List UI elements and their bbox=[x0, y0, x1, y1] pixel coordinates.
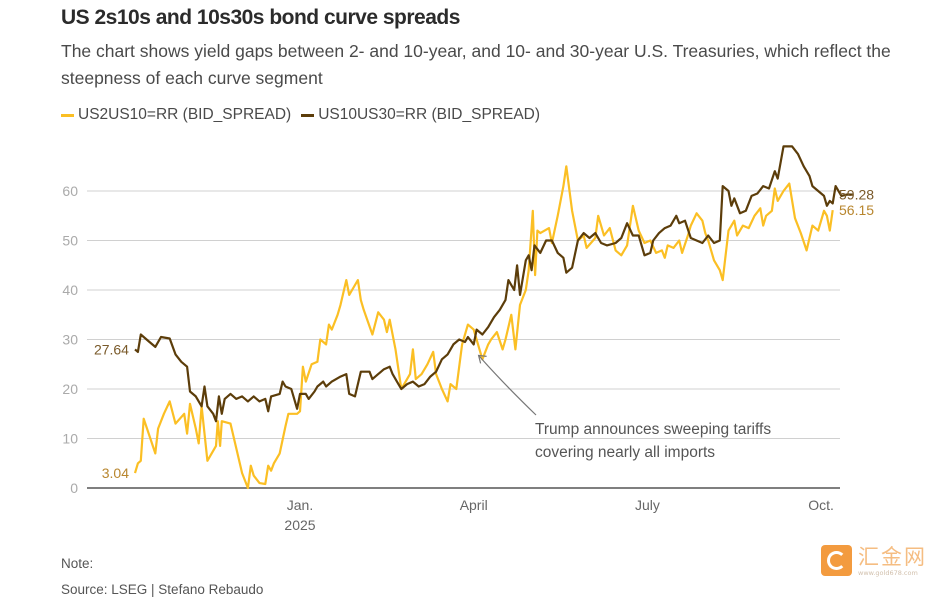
annotation: Trump announces sweeping tariffs covering… bbox=[477, 354, 771, 461]
series-line-us2us10 bbox=[133, 165, 834, 490]
y-tick-label: 60 bbox=[62, 183, 78, 199]
footer-source: Source: LSEG | Stefano Rebaudo bbox=[61, 582, 264, 597]
footer-note: Note: bbox=[61, 556, 94, 571]
legend-label-us10us30: US10US30=RR (BID_SPREAD) bbox=[318, 106, 541, 123]
end-value-label-us10us30: 59.28 bbox=[839, 187, 874, 203]
watermark-name: 汇金网 bbox=[858, 545, 927, 569]
y-tick-label: 40 bbox=[62, 282, 78, 298]
y-tick-label: 30 bbox=[62, 332, 78, 348]
end-value-label-us2us10: 56.15 bbox=[839, 202, 874, 218]
x-tick-label: Jan. bbox=[287, 497, 313, 513]
y-tick-label: 10 bbox=[62, 431, 78, 447]
legend: US2US10=RR (BID_SPREAD) US10US30=RR (BID… bbox=[61, 106, 540, 124]
annotation-arrow bbox=[478, 355, 537, 416]
watermark-logo-icon bbox=[821, 545, 852, 576]
annotation-text: covering nearly all imports bbox=[535, 444, 715, 461]
start-value-label-us2us10: 3.04 bbox=[102, 465, 129, 481]
x-tick-label: April bbox=[460, 497, 488, 513]
y-axis-ticks: 0 10 20 30 40 50 60 bbox=[62, 183, 78, 496]
x-tick-label: July bbox=[635, 497, 660, 513]
series-line-us10us30 bbox=[134, 145, 853, 423]
chart-subtitle: The chart shows yield gaps between 2- an… bbox=[61, 41, 891, 88]
chart-title: US 2s10s and 10s30s bond curve spreads bbox=[61, 6, 460, 29]
legend-item-us2us10: US2US10=RR (BID_SPREAD) bbox=[61, 106, 291, 124]
legend-swatch-us10us30 bbox=[301, 113, 315, 117]
x-tick-sublabel: 2025 bbox=[284, 517, 315, 533]
watermark-url: www.gold678.com bbox=[858, 569, 918, 577]
series-end-labels: 3.04 56.15 27.64 59.28 bbox=[94, 187, 874, 482]
legend-swatch-us2us10 bbox=[61, 113, 74, 117]
x-tick-label: Oct. bbox=[808, 497, 834, 513]
x-axis-ticks: Jan. 2025 April July Oct. bbox=[284, 497, 834, 533]
legend-label-us2us10: US2US10=RR (BID_SPREAD) bbox=[78, 106, 292, 123]
y-tick-label: 50 bbox=[62, 233, 78, 249]
annotation-arrowhead-icon bbox=[477, 354, 487, 364]
watermark: 汇金网 www.gold678.com bbox=[821, 545, 927, 577]
y-tick-label: 20 bbox=[62, 381, 78, 397]
legend-item-us10us30: US10US30=RR (BID_SPREAD) bbox=[301, 106, 540, 124]
annotation-text: Trump announces sweeping tariffs bbox=[535, 421, 771, 438]
y-tick-label: 0 bbox=[70, 480, 78, 496]
start-value-label-us10us30: 27.64 bbox=[94, 341, 129, 357]
series-lines bbox=[133, 145, 853, 490]
